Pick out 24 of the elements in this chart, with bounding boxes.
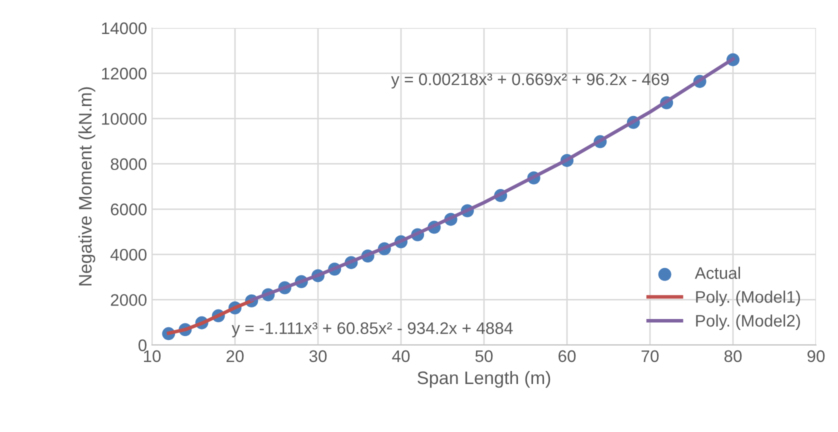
legend-label: Actual <box>694 266 740 279</box>
x-tick-label: 70 <box>642 350 659 362</box>
annotation: y = -1.111x³ + 60.85x² - 934.2x + 4884 <box>232 322 513 338</box>
y-tick-label: 4000 <box>110 248 146 261</box>
y-axis-title: Negative Moment (kN.m) <box>78 87 96 286</box>
x-tick-label: 30 <box>309 350 327 362</box>
y-tick-label: 10000 <box>102 112 146 125</box>
x-tick-label: 40 <box>392 350 410 362</box>
x-tick-label: 90 <box>808 350 825 362</box>
x-axis-title: Span Length (m) <box>418 370 550 388</box>
y-tick-label: 0 <box>138 339 146 352</box>
legend-label: Poly. (Model1) <box>696 290 800 306</box>
x-tick-label: 20 <box>226 350 244 362</box>
x-tick-label: 10 <box>144 350 161 362</box>
x-tick-label: 60 <box>558 350 576 362</box>
legend-label: Poly. (Model2) <box>696 314 800 330</box>
x-tick-label: 50 <box>475 350 493 362</box>
y-tick-label: 8000 <box>110 158 146 170</box>
y-tick-label: 6000 <box>110 204 146 216</box>
y-tick-label: 12000 <box>102 68 146 80</box>
y-tick-label: 14000 <box>102 22 146 34</box>
annotation: y = 0.00218x³ + 0.669x² + 96.2x - 469 <box>391 73 669 89</box>
y-tick-label: 2000 <box>110 294 146 306</box>
x-tick-label: 80 <box>724 350 742 362</box>
